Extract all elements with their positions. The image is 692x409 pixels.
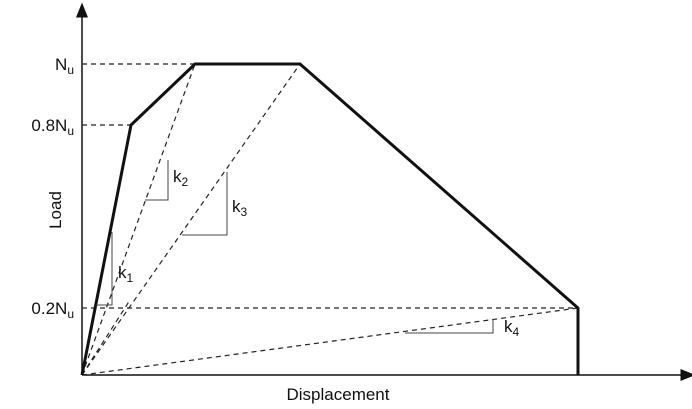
- level-label: 0.2Nu: [31, 299, 74, 321]
- secant-line: [81, 63, 196, 376]
- y-axis-label: Load: [46, 191, 65, 229]
- load-curve: [80, 62, 580, 376]
- x-axis-label: Displacement: [287, 385, 390, 404]
- slope-triangle: [96, 232, 113, 306]
- slope-label: k2: [173, 167, 189, 189]
- slope-label: k1: [118, 263, 134, 285]
- secant-line: [81, 63, 301, 376]
- slope-label: k3: [232, 197, 248, 219]
- secant-line: [81, 299, 131, 376]
- slope-label: k4: [504, 317, 520, 339]
- level-label: Nu: [55, 55, 74, 77]
- secant-line: [81, 307, 579, 376]
- slope-triangle: [182, 172, 228, 236]
- slope-triangle: [405, 320, 494, 334]
- slope-triangle: [145, 160, 169, 201]
- level-label: 0.8Nu: [31, 116, 74, 138]
